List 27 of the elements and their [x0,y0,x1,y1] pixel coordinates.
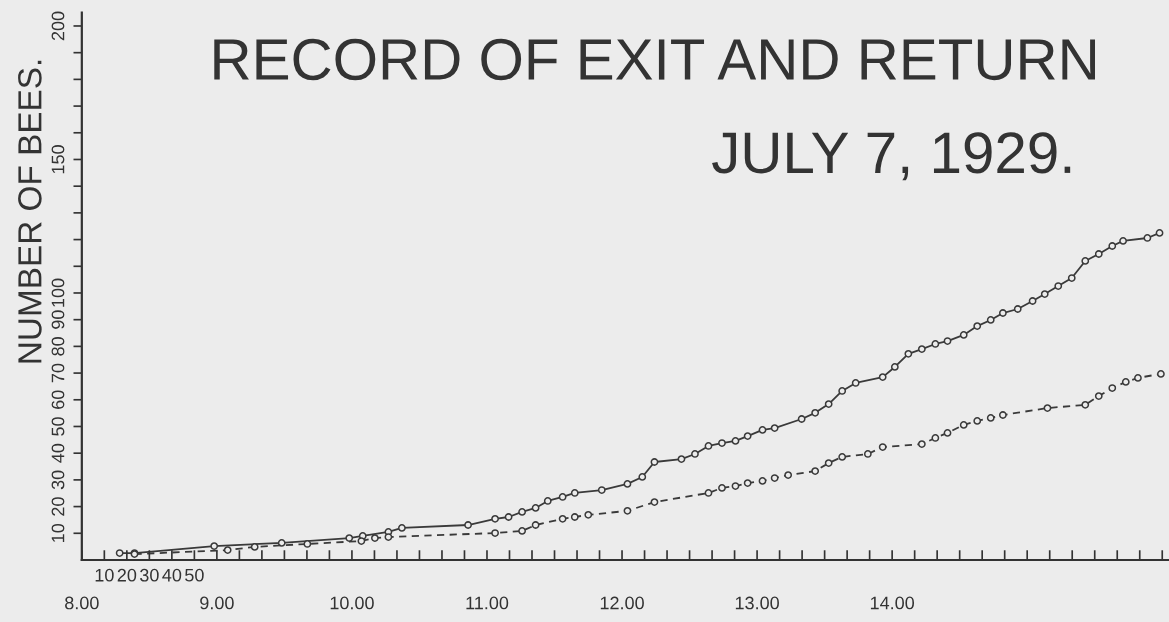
x2-tick-label: 40 [162,568,182,582]
y-tick-label: 60 [51,390,65,409]
x2-tick-label: 50 [185,568,204,582]
y-tick-label: 10 [51,523,65,542]
y-tick-label: 100 [51,278,65,307]
x2-tick-label: 10 [95,568,114,582]
y-tick-label: 40 [51,443,65,463]
y-tick-label: 30 [51,470,65,490]
x-tick-label: 8.00 [65,596,99,610]
x-tick-label: 14.00 [870,596,915,610]
x-tick-label: 13.00 [735,596,779,610]
y-tick-label: 70 [51,363,65,383]
x2-tick-label: 30 [140,568,159,582]
text: JULY 7, 1929. [712,132,1071,181]
y-tick-label: 50 [51,417,65,436]
x-tick-label: 10.00 [330,596,374,610]
y-tick-label: 200 [51,11,65,41]
y-axis-title: NUMBER OF BEES. [18,60,42,363]
x-tick-label: 9.00 [200,596,234,610]
chart-title: RECORD OF EXIT AND RETURN [214,38,1096,81]
x-tick-label: 12.00 [600,596,644,610]
y-tick-label: 150 [51,145,65,174]
y-tick-label: 20 [51,497,65,516]
y-tick-label: 90 [51,310,65,329]
y-tick-label: 80 [51,337,65,356]
x2-tick-label: 20 [117,568,137,582]
x-tick-label: 11.00 [466,596,509,610]
